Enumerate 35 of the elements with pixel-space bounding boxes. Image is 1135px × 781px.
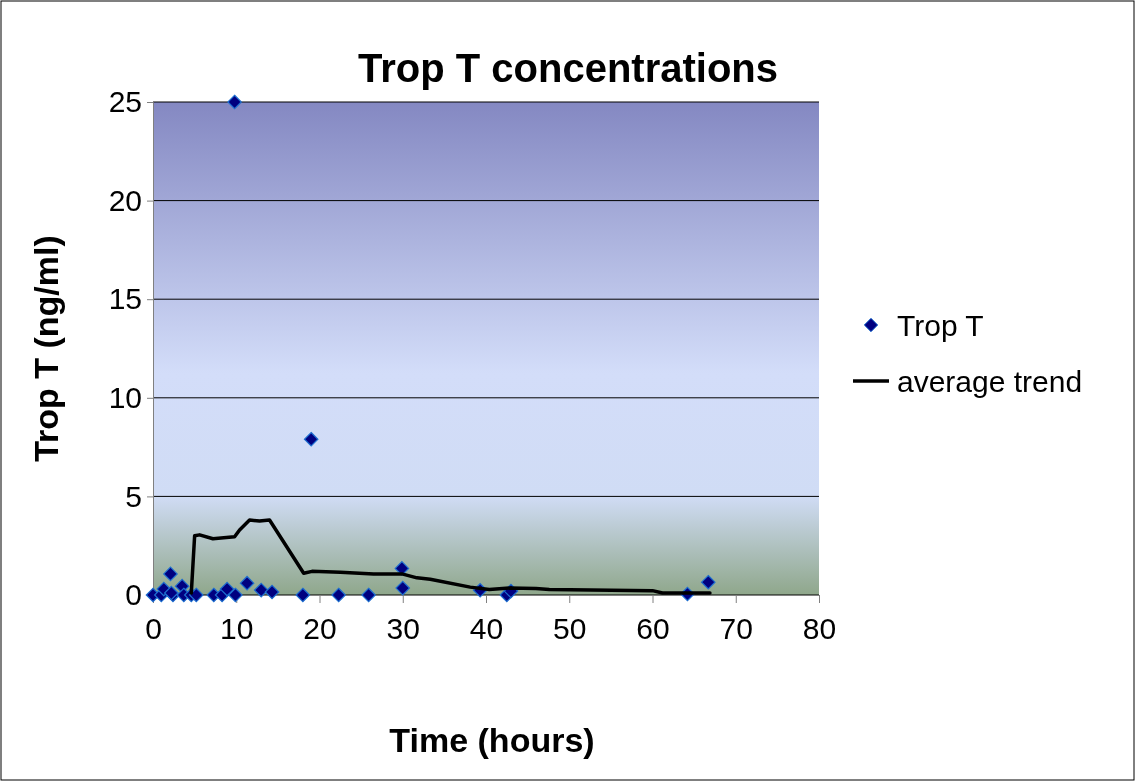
y-tick-label: 10 [108, 380, 142, 414]
x-tick-label: 70 [719, 612, 753, 645]
point [361, 587, 376, 603]
x-axis-title: Time (hours) [389, 721, 595, 759]
point [188, 587, 204, 603]
y-tick-label: 0 [125, 578, 142, 612]
point [295, 587, 311, 603]
point [394, 561, 410, 576]
y-tick-label: 20 [108, 183, 142, 217]
y-tick-label: 15 [108, 282, 142, 316]
x-tick-label: 10 [220, 612, 254, 645]
x-tick-label: 0 [145, 612, 162, 645]
point [303, 431, 319, 447]
point [239, 575, 255, 591]
y-tick-label: 25 [108, 85, 142, 119]
y-tick-label: 5 [125, 479, 142, 513]
point [700, 574, 716, 590]
point [227, 94, 242, 110]
point [228, 587, 243, 603]
point [163, 566, 178, 582]
legend-label: Trop T [897, 308, 984, 342]
x-tick-label: 50 [553, 612, 587, 645]
x-tick-label: 60 [636, 612, 670, 645]
y-axis-title: Trop T (ng/ml) [27, 235, 65, 462]
chart-title: Trop T concentrations [357, 46, 779, 90]
legend-label: average trend [897, 364, 1083, 398]
x-tick-label: 30 [386, 612, 420, 645]
x-tick-label: 80 [802, 612, 837, 645]
point [331, 587, 346, 603]
x-tick-label: 40 [469, 612, 504, 645]
point [219, 581, 235, 597]
x-tick-label: 20 [303, 612, 337, 645]
point [395, 580, 411, 596]
point [264, 584, 280, 600]
point [253, 582, 269, 598]
